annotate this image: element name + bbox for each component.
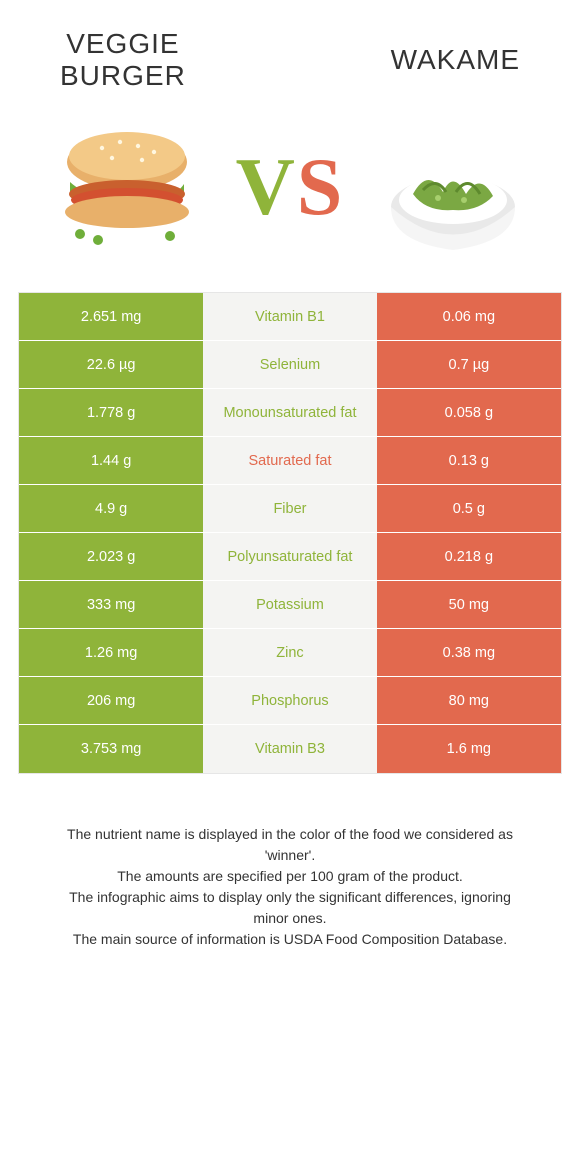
value-a: 4.9 g — [19, 485, 203, 532]
value-a: 333 mg — [19, 581, 203, 628]
nutrient-label: Zinc — [203, 629, 376, 676]
wakame-icon — [368, 112, 538, 262]
table-row: 22.6 µgSelenium0.7 µg — [19, 341, 561, 389]
footer-line: The amounts are specified per 100 gram o… — [50, 866, 530, 887]
table-row: 1.778 gMonounsaturated fat0.058 g — [19, 389, 561, 437]
table-row: 333 mgPotassium50 mg — [19, 581, 561, 629]
value-a: 1.778 g — [19, 389, 203, 436]
footer-line: The main source of information is USDA F… — [50, 929, 530, 950]
value-a: 22.6 µg — [19, 341, 203, 388]
footer-line: The nutrient name is displayed in the co… — [50, 824, 530, 866]
table-row: 2.651 mgVitamin B10.06 mg — [19, 293, 561, 341]
value-b: 1.6 mg — [377, 725, 561, 773]
comparison-table: 2.651 mgVitamin B10.06 mg22.6 µgSelenium… — [18, 292, 562, 774]
nutrient-label: Fiber — [203, 485, 376, 532]
value-a: 3.753 mg — [19, 725, 203, 773]
food-b-title: WAKAME — [391, 44, 520, 76]
value-b: 0.38 mg — [377, 629, 561, 676]
value-a: 2.023 g — [19, 533, 203, 580]
value-a: 2.651 mg — [19, 293, 203, 340]
header: VEGGIEBURGER WAKAME — [0, 0, 580, 102]
table-row: 1.26 mgZinc0.38 mg — [19, 629, 561, 677]
table-row: 206 mgPhosphorus80 mg — [19, 677, 561, 725]
hero-row: VS — [0, 102, 580, 292]
burger-icon — [42, 112, 212, 262]
footer-line: The infographic aims to display only the… — [50, 887, 530, 929]
food-b-image — [368, 112, 538, 262]
nutrient-label: Vitamin B1 — [203, 293, 376, 340]
value-b: 0.5 g — [377, 485, 561, 532]
table-row: 4.9 gFiber0.5 g — [19, 485, 561, 533]
value-b: 0.06 mg — [377, 293, 561, 340]
nutrient-label: Selenium — [203, 341, 376, 388]
food-a-title: VEGGIEBURGER — [60, 28, 186, 92]
table-row: 1.44 gSaturated fat0.13 g — [19, 437, 561, 485]
footer-notes: The nutrient name is displayed in the co… — [0, 774, 580, 950]
value-b: 80 mg — [377, 677, 561, 724]
value-a: 206 mg — [19, 677, 203, 724]
value-a: 1.26 mg — [19, 629, 203, 676]
nutrient-label: Saturated fat — [203, 437, 376, 484]
nutrient-label: Phosphorus — [203, 677, 376, 724]
food-a-image — [42, 112, 212, 262]
value-b: 0.13 g — [377, 437, 561, 484]
value-b: 0.058 g — [377, 389, 561, 436]
nutrient-label: Vitamin B3 — [203, 725, 376, 773]
vs-label: VS — [236, 146, 345, 228]
table-row: 3.753 mgVitamin B31.6 mg — [19, 725, 561, 773]
nutrient-label: Monounsaturated fat — [203, 389, 376, 436]
nutrient-label: Potassium — [203, 581, 376, 628]
value-b: 50 mg — [377, 581, 561, 628]
value-b: 0.7 µg — [377, 341, 561, 388]
value-b: 0.218 g — [377, 533, 561, 580]
nutrient-label: Polyunsaturated fat — [203, 533, 376, 580]
value-a: 1.44 g — [19, 437, 203, 484]
table-row: 2.023 gPolyunsaturated fat0.218 g — [19, 533, 561, 581]
